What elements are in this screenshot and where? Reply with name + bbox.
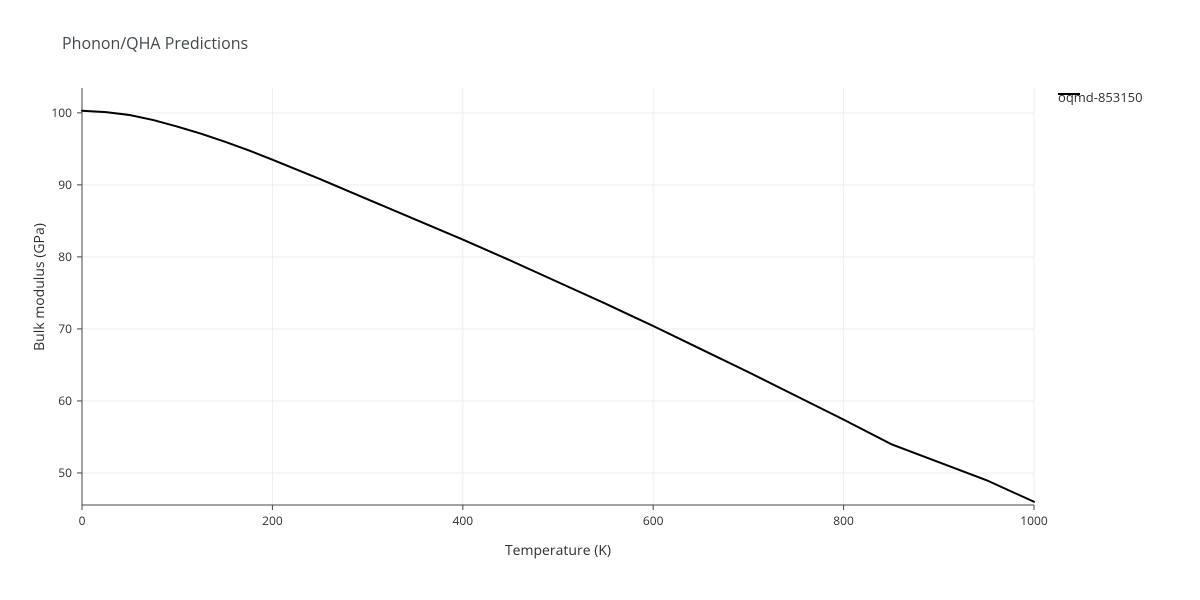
y-tick-label: 90 xyxy=(58,176,72,193)
legend[interactable]: oqmd-853150 xyxy=(1058,88,1143,106)
y-tick-label: 50 xyxy=(58,464,72,481)
chart-container: { "chart": { "type": "line", "title": "P… xyxy=(0,0,1200,600)
y-axis-label: Bulk modulus (GPa) xyxy=(30,207,49,367)
x-tick-label: 200 xyxy=(262,512,283,529)
x-tick-label: 600 xyxy=(643,512,664,529)
y-tick-label: 60 xyxy=(58,392,72,409)
x-tick-label: 800 xyxy=(833,512,854,529)
y-tick-label: 70 xyxy=(58,320,72,337)
series-line[interactable] xyxy=(82,111,1034,502)
y-tick-label: 80 xyxy=(58,248,72,265)
line-chart[interactable]: 0 200 400 600 800 1000 50 60 70 80 90 100 xyxy=(0,0,1200,600)
x-axis-label: Temperature (K) xyxy=(478,541,638,560)
legend-swatch xyxy=(1058,88,1080,100)
chart-title: Phonon/QHA Predictions xyxy=(62,32,248,54)
x-tick-label: 400 xyxy=(453,512,474,529)
x-tick-label: 0 xyxy=(79,512,86,529)
y-tick-label: 100 xyxy=(51,104,72,121)
x-tick-label: 1000 xyxy=(1020,512,1048,529)
